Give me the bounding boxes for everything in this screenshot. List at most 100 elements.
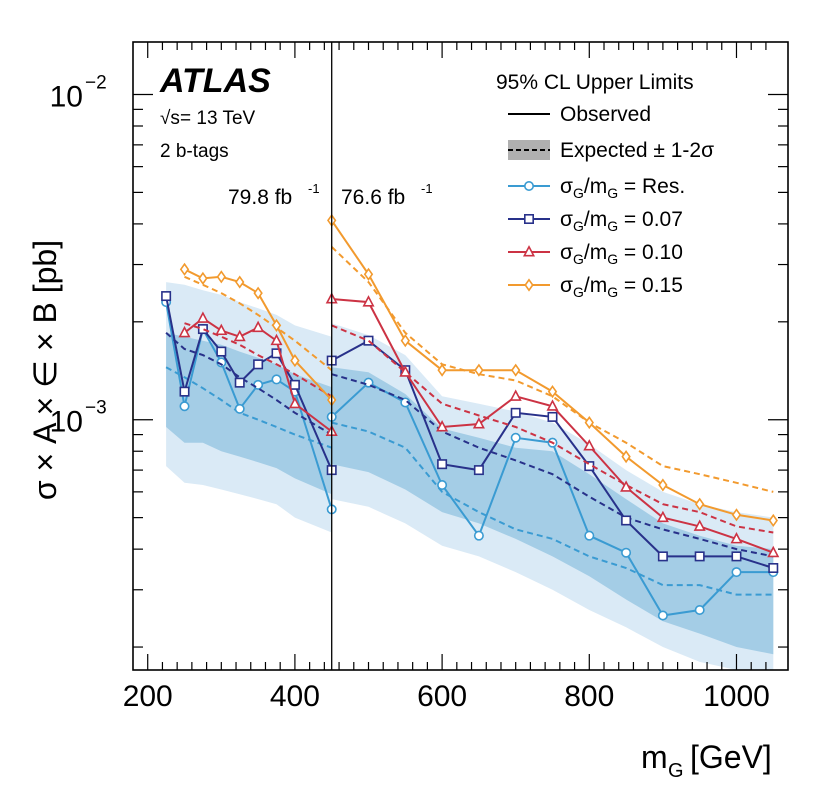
y-tick-label-base-0: 10 (50, 406, 83, 439)
legend: 95% CL Upper Limits Observed Expected ± … (496, 71, 714, 300)
y-tick-label-exp-0: −3 (85, 398, 107, 419)
legend-entry-1-label: σG/mG = 0.07 (560, 208, 683, 234)
series-0-point-6 (271, 374, 282, 385)
series-2-point-18 (693, 519, 706, 531)
legend-entry-0: σG/mG = Res. (508, 175, 685, 201)
series-0-point-19 (694, 604, 705, 615)
energy-value: = 13 TeV (180, 108, 256, 129)
legend-entry-1: σG/mG = 0.07 (508, 208, 683, 234)
lumi-left-value: 79.8 fb (228, 186, 292, 209)
lumi-right-exp: -1 (421, 181, 433, 196)
limit-curves (161, 213, 780, 621)
series-2-point-6 (288, 396, 301, 409)
series-2-point-5 (270, 333, 283, 346)
series-0-point-20 (731, 567, 742, 578)
legend-entry-1-marker (523, 214, 534, 225)
series-1-point-3 (216, 346, 227, 357)
series-1-point-18 (657, 551, 668, 562)
x-tick-label-600: 600 (417, 680, 467, 713)
series-0-point-16 (584, 530, 595, 541)
series-2-point-16 (620, 480, 633, 492)
series-1-point-14 (510, 407, 521, 418)
series-3-point-0 (179, 262, 190, 276)
series-0-point-17 (621, 547, 632, 558)
legend-header: 95% CL Upper Limits (496, 71, 694, 94)
series-1-point-19 (694, 551, 705, 562)
series-0-point-13 (473, 530, 484, 541)
series-2-point-15 (583, 439, 596, 451)
x-axis-title-sub: G (668, 760, 684, 782)
series-3-point-4 (253, 286, 263, 300)
series-1-point-4 (234, 377, 245, 388)
series-3-expected-line-1 (331, 246, 774, 493)
series-2-point-17 (656, 510, 669, 523)
legend-entry-0-marker (523, 181, 534, 192)
lumi-right-value: 76.6 fb (341, 186, 405, 209)
legend-observed-label: Observed (560, 103, 651, 126)
series-2-point-9 (362, 295, 375, 307)
series-1-point-10 (363, 335, 374, 346)
series-2-expected-line-0 (184, 322, 333, 398)
series-0-point-4 (234, 403, 245, 414)
y-axis-title: σ × A × ∈ × B [pb] (27, 240, 63, 500)
series-3-point-15 (584, 415, 594, 430)
series-1-point-13 (473, 465, 484, 476)
series-3-point-5 (271, 318, 282, 332)
x-tick-label-200: 200 (123, 680, 173, 713)
legend-entry-2-marker (522, 245, 536, 257)
series-2-point-4 (252, 320, 265, 333)
series-3-point-6 (290, 353, 300, 368)
series-0-point-14 (510, 432, 521, 443)
series-1-point-0 (161, 291, 172, 302)
x-axis-ticks: 200 400 600 800 1000 (123, 42, 770, 713)
series-2-point-20 (767, 545, 780, 558)
y-tick-label-0: 10 −3 (50, 398, 107, 439)
series-1-point-20 (731, 551, 742, 562)
band-1sigma-seg1 (331, 367, 774, 655)
series-3-point-20 (768, 513, 778, 528)
series-3-point-9 (363, 267, 374, 281)
series-3-expected-line-0 (184, 275, 333, 371)
legend-expected-label: Expected ± 1-2σ (560, 139, 714, 162)
series-3-point-2 (216, 270, 226, 284)
legend-entry-3: σG/mG = 0.15 (508, 274, 683, 300)
series-2-point-14 (546, 399, 559, 411)
plot-frame (132, 41, 789, 671)
series-1-point-5 (253, 359, 264, 370)
series-2-expected-line-1 (331, 324, 774, 534)
series-3-point-19 (731, 508, 742, 522)
lumi-left-label: 79.8 fb -1 (228, 181, 320, 209)
series-3-point-1 (198, 271, 208, 285)
series-2-point-1 (196, 311, 209, 323)
series-0-point-18 (657, 610, 668, 621)
series-1-point-21 (768, 563, 779, 574)
band-1sigma-seg0 (166, 332, 332, 495)
series-2-point-13 (509, 389, 522, 401)
series-3-point-3 (235, 275, 245, 289)
series-1-expected-line-0 (165, 332, 333, 436)
x-tick-label-800: 800 (564, 680, 614, 713)
x-tick-label-1000: 1000 (703, 680, 770, 713)
lumi-left-exp: -1 (308, 181, 320, 196)
expected-bands (166, 282, 774, 670)
series-2-point-0 (178, 325, 191, 338)
series-2 (178, 292, 780, 558)
x-axis-title-unit: [GeV] (690, 739, 772, 775)
y-tick-label-exp-1: −2 (85, 72, 107, 93)
legend-entry-3-marker (524, 278, 534, 292)
y-tick-label-base-1: 10 (50, 80, 83, 113)
energy-label: √s = 13 TeV (160, 108, 256, 129)
legend-entry-2-label: σG/mG = 0.10 (560, 241, 683, 267)
series-3-point-13 (511, 363, 521, 377)
series-2-point-19 (730, 532, 743, 544)
series-3-point-11 (437, 363, 447, 377)
series-3-point-16 (621, 450, 631, 464)
series-1-point-7 (289, 379, 300, 390)
series-1-point-15 (547, 411, 558, 422)
series-2-point-3 (233, 329, 246, 342)
lumi-right-label: 76.6 fb -1 (341, 181, 433, 209)
x-tick-label-400: 400 (270, 680, 320, 713)
legend-entry-3-label: σG/mG = 0.15 (560, 274, 683, 300)
legend-entry-2: σG/mG = 0.10 (508, 241, 683, 267)
